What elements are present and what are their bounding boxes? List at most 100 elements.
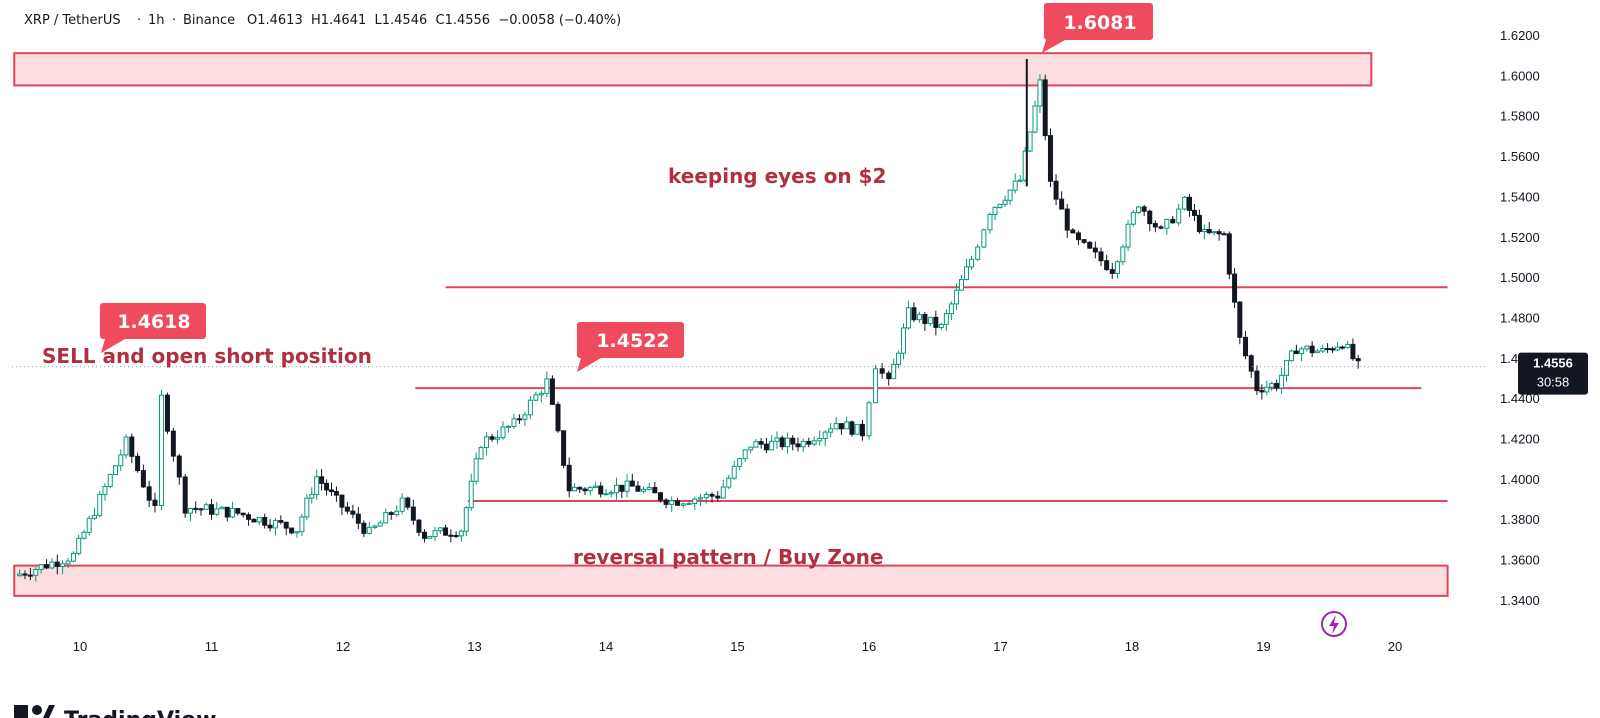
candle-down bbox=[170, 430, 176, 457]
candle-up bbox=[817, 437, 823, 442]
candle-up bbox=[1288, 350, 1294, 362]
candle-up bbox=[544, 378, 550, 394]
candle-up bbox=[822, 431, 828, 439]
candle-down bbox=[176, 455, 182, 478]
callout-label: 1.4618 bbox=[117, 311, 190, 333]
candle-up bbox=[49, 561, 55, 569]
candle-up bbox=[1007, 189, 1013, 201]
candle-up bbox=[478, 447, 484, 460]
candle-down bbox=[1170, 218, 1176, 224]
symbol-label[interactable]: XRP / TetherUS bbox=[24, 13, 121, 28]
y-tick-label: 1.5600 bbox=[1500, 149, 1540, 164]
candle-up bbox=[938, 323, 944, 328]
candle-up bbox=[458, 530, 464, 537]
candle-up bbox=[294, 531, 300, 534]
candles-layer bbox=[17, 59, 1361, 582]
candle-down bbox=[27, 574, 33, 577]
time-scale[interactable]: 10 11 12 13 14 15 16 17 18 19 20 bbox=[73, 639, 1402, 654]
candle-up bbox=[1017, 179, 1023, 182]
candle-down bbox=[675, 500, 681, 506]
candle-up bbox=[1279, 374, 1285, 389]
candle-down bbox=[758, 441, 764, 445]
candle-up bbox=[60, 563, 66, 567]
note-keeping-eyes: keeping eyes on $2 bbox=[668, 164, 886, 188]
candle-down bbox=[1254, 370, 1260, 392]
candle-up bbox=[833, 423, 839, 430]
candle-down bbox=[1053, 180, 1059, 200]
candle-up bbox=[366, 526, 372, 534]
x-tick-label: 14 bbox=[599, 639, 613, 654]
candle-down bbox=[22, 573, 28, 576]
candle-up bbox=[377, 522, 383, 527]
candle-down bbox=[146, 486, 152, 501]
current-price-tag: 1.4556 30:58 bbox=[1518, 352, 1588, 395]
callout-label: 1.6081 bbox=[1063, 12, 1136, 34]
candle-down bbox=[443, 527, 449, 536]
candle-down bbox=[1064, 208, 1070, 231]
tradingview-logo-mark bbox=[14, 705, 55, 718]
candle-up bbox=[394, 510, 400, 515]
candle-up bbox=[646, 487, 652, 490]
candle-up bbox=[720, 486, 726, 499]
candle-down bbox=[577, 486, 583, 490]
candle-down bbox=[1158, 226, 1164, 229]
callout-1-4522[interactable]: 1.4522 bbox=[577, 322, 684, 372]
candle-up bbox=[1182, 196, 1188, 210]
candle-up bbox=[641, 488, 647, 492]
candle-down bbox=[582, 488, 588, 492]
interval-label[interactable]: 1h bbox=[148, 13, 165, 28]
tradingview-logo[interactable]: TradingView bbox=[14, 705, 216, 718]
candle-down bbox=[1237, 301, 1243, 338]
candle-up bbox=[844, 421, 850, 430]
candle-down bbox=[806, 440, 812, 445]
candle-down bbox=[1081, 239, 1087, 243]
candle-down bbox=[598, 485, 604, 495]
candle-down bbox=[911, 307, 917, 321]
candle-down bbox=[448, 534, 454, 537]
candle-down bbox=[283, 521, 289, 529]
candle-down bbox=[657, 492, 663, 501]
candle-down bbox=[344, 506, 350, 512]
candle-up bbox=[948, 303, 954, 315]
candle-up bbox=[1211, 231, 1217, 234]
candle-up bbox=[571, 486, 577, 492]
y-tick-label: 1.5200 bbox=[1500, 230, 1540, 245]
price-scale[interactable]: 1.6200 1.6000 1.5800 1.5600 1.5400 1.5200 1.50… bbox=[1500, 28, 1540, 608]
current-price-value: 1.4556 bbox=[1533, 356, 1573, 371]
candle-up bbox=[500, 426, 506, 439]
candle-down bbox=[44, 564, 50, 569]
candle-up bbox=[463, 507, 469, 532]
callout-1-4618[interactable]: 1.4618 bbox=[100, 303, 206, 353]
candle-down bbox=[879, 368, 885, 374]
callout-1-6081[interactable]: 1.6081 bbox=[1042, 3, 1153, 53]
y-tick-label: 1.4200 bbox=[1500, 432, 1540, 447]
candle-up bbox=[1176, 208, 1182, 224]
candle-up bbox=[992, 206, 998, 216]
candle-up bbox=[997, 203, 1003, 208]
zone-rectangle bbox=[13, 564, 1449, 597]
candle-up bbox=[964, 266, 970, 281]
candle-up bbox=[399, 497, 405, 512]
candle-up bbox=[214, 508, 220, 515]
candle-up bbox=[272, 520, 278, 529]
candle-down bbox=[1152, 223, 1158, 228]
candle-up bbox=[742, 449, 748, 460]
candle-up bbox=[203, 504, 209, 510]
candle-down bbox=[1330, 348, 1336, 351]
candle-down bbox=[555, 403, 561, 432]
y-tick-label: 1.5000 bbox=[1500, 270, 1540, 285]
candle-up bbox=[800, 440, 806, 448]
candle-down bbox=[566, 464, 572, 492]
candle-up bbox=[828, 428, 834, 433]
y-tick-label: 1.4400 bbox=[1500, 391, 1540, 406]
candle-up bbox=[969, 258, 975, 268]
candle-up bbox=[299, 516, 305, 533]
candle-down bbox=[267, 524, 273, 529]
candle-up bbox=[698, 497, 704, 500]
lightning-icon[interactable] bbox=[1321, 611, 1347, 637]
candle-down bbox=[324, 482, 330, 491]
candle-down bbox=[410, 506, 416, 521]
candle-down bbox=[1248, 355, 1254, 372]
candle-down bbox=[350, 510, 356, 515]
